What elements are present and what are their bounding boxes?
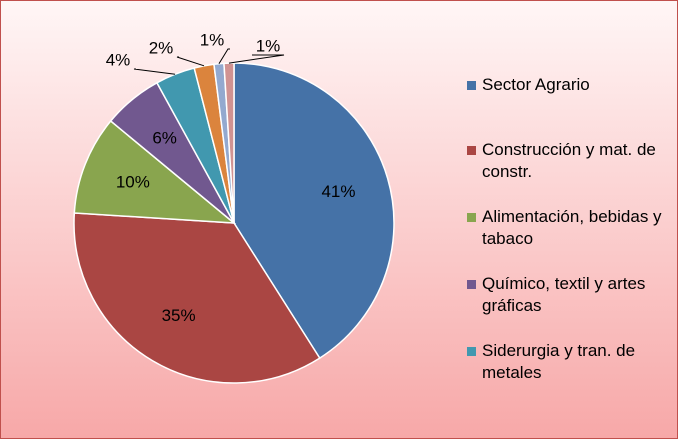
legend-entry: Siderurgia y tran. de metales (467, 340, 677, 384)
pie-slice (233, 62, 395, 360)
data-label: 35% (162, 306, 196, 325)
data-label: 10% (116, 172, 150, 191)
legend-entry: Construcción y mat. de constr. (467, 139, 677, 183)
legend-label: Construcción y mat. de constr. (482, 140, 656, 181)
data-label: 1% (256, 36, 281, 55)
legend-swatch (467, 213, 476, 222)
legend-entry: Químico, textil y artes gráficas (467, 273, 677, 317)
legend-label: Siderurgia y tran. de metales (482, 341, 636, 382)
legend-swatch (467, 280, 476, 289)
legend-swatch (467, 347, 476, 356)
legend-swatch (467, 81, 476, 90)
legend-entry: Alimentación, bebidas y tabaco (467, 206, 677, 250)
data-label: 41% (321, 182, 355, 201)
legend-label: Alimentación, bebidas y tabaco (482, 207, 662, 248)
data-label: 1% (200, 30, 225, 49)
data-label: 2% (149, 38, 174, 57)
data-label: 6% (152, 129, 177, 148)
pie-slice (73, 119, 237, 224)
leader-line (133, 68, 176, 75)
leader-line (176, 56, 205, 67)
legend-label: Químico, textil y artes gráficas (482, 274, 646, 315)
legend-entry: Sector Agrario (467, 74, 677, 96)
leader-line (228, 54, 285, 64)
leader-line (218, 48, 230, 64)
legend-label: Sector Agrario (482, 75, 590, 94)
data-label: 4% (106, 50, 131, 69)
legend-swatch (467, 146, 476, 155)
pie-slice (73, 212, 321, 384)
